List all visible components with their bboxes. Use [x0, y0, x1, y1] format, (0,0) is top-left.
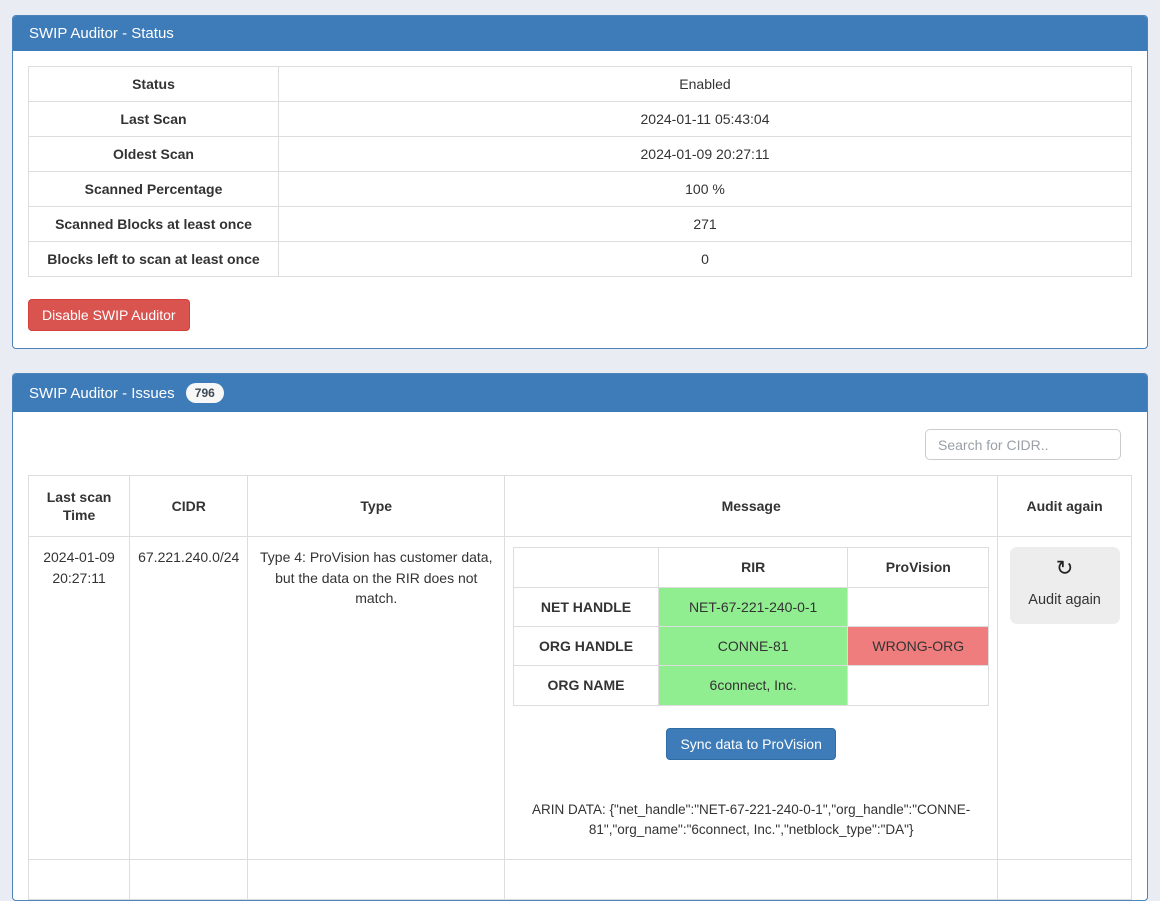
issues-count-badge: 796 [185, 383, 224, 403]
status-row-label: Scanned Blocks at least once [28, 206, 279, 242]
swip-issues-panel: SWIP Auditor - Issues 796 Last scan Time… [12, 373, 1148, 901]
status-row-label: Blocks left to scan at least once [28, 241, 279, 277]
status-row-label: Scanned Percentage [28, 171, 279, 207]
compare-row-org-name: ORG NAME 6connect, Inc. [513, 665, 990, 706]
sync-button-wrap: Sync data to ProVision [513, 727, 989, 760]
compare-provision-value [847, 665, 990, 706]
table-row: Blocks left to scan at least once 0 [28, 241, 1132, 277]
issues-header-row: Last scan Time CIDR Type Message Audit a… [27, 474, 1132, 538]
issue-row: 2024-01-09 20:27:11 67.221.240.0/24 Type… [27, 536, 1132, 861]
swip-status-panel: SWIP Auditor - Status Status Enabled Las… [12, 15, 1148, 349]
status-table: Status Enabled Last Scan 2024-01-11 05:4… [28, 66, 1132, 277]
status-row-value: 2024-01-09 20:27:11 [278, 136, 1132, 172]
issue-type: Type 4: ProVision has customer data, but… [247, 536, 506, 861]
issues-panel-heading: SWIP Auditor - Issues 796 [13, 374, 1147, 412]
status-row-value: 2024-01-11 05:43:04 [278, 101, 1132, 137]
disable-swip-auditor-button[interactable]: Disable SWIP Auditor [28, 299, 190, 331]
status-row-label: Status [28, 66, 279, 102]
sync-data-to-provision-button[interactable]: Sync data to ProVision [666, 727, 836, 760]
issue-audit-cell: ↻ Audit again [997, 536, 1132, 861]
compare-row-org-handle: ORG HANDLE CONNE-81 WRONG-ORG [513, 625, 990, 667]
compare-provision-value [847, 586, 990, 627]
compare-col-rir: RIR [657, 547, 849, 588]
status-panel-body: Status Enabled Last Scan 2024-01-11 05:4… [13, 51, 1147, 348]
compare-empty-corner [513, 547, 659, 588]
col-header-message: Message [504, 474, 999, 538]
table-row: Scanned Percentage 100 % [28, 171, 1132, 207]
compare-rir-value: CONNE-81 [657, 625, 849, 667]
table-row: Last Scan 2024-01-11 05:43:04 [28, 101, 1132, 137]
status-panel-title: SWIP Auditor - Status [13, 16, 1147, 51]
arin-data-text: ARIN DATA: {"net_handle":"NET-67-221-240… [532, 801, 971, 838]
rir-provision-compare-table: RIR ProVision NET HANDLE NET-67-221-240-… [513, 547, 990, 706]
search-bar [28, 412, 1132, 460]
issues-panel-body: Last scan Time CIDR Type Message Audit a… [13, 412, 1147, 901]
col-header-last-scan-time: Last scan Time [27, 474, 131, 538]
compare-row-label: NET HANDLE [513, 586, 659, 627]
refresh-icon: ↻ [1055, 557, 1074, 581]
col-header-audit-again: Audit again [997, 474, 1132, 538]
compare-rir-value: NET-67-221-240-0-1 [657, 586, 849, 627]
audit-again-label: Audit again [1028, 592, 1101, 609]
table-row: Scanned Blocks at least once 271 [28, 206, 1132, 242]
issue-last-scan-time: 2024-01-09 20:27:11 [27, 536, 131, 861]
search-input[interactable] [925, 429, 1121, 460]
compare-provision-value: WRONG-ORG [847, 625, 990, 667]
compare-row-label: ORG NAME [513, 665, 659, 706]
status-row-value: 100 % [278, 171, 1132, 207]
compare-header-row: RIR ProVision [513, 547, 990, 588]
status-row-value: Enabled [278, 66, 1132, 102]
issue-message-cell: RIR ProVision NET HANDLE NET-67-221-240-… [504, 536, 999, 861]
compare-col-provision: ProVision [847, 547, 990, 588]
status-row-value: 271 [278, 206, 1132, 242]
col-header-cidr: CIDR [129, 474, 249, 538]
status-row-label: Oldest Scan [28, 136, 279, 172]
issues-panel-title: SWIP Auditor - Issues [29, 385, 175, 402]
status-row-label: Last Scan [28, 101, 279, 137]
compare-row-label: ORG HANDLE [513, 625, 659, 667]
table-row: Oldest Scan 2024-01-09 20:27:11 [28, 136, 1132, 172]
issue-row-partial [27, 859, 1132, 901]
compare-row-net-handle: NET HANDLE NET-67-221-240-0-1 [513, 586, 990, 627]
status-row-value: 0 [278, 241, 1132, 277]
issue-cidr: 67.221.240.0/24 [129, 536, 249, 861]
audit-again-button[interactable]: ↻ Audit again [1009, 547, 1120, 625]
col-header-type: Type [247, 474, 506, 538]
compare-rir-value: 6connect, Inc. [657, 665, 849, 706]
issues-table: Last scan Time CIDR Type Message Audit a… [27, 474, 1132, 901]
table-row: Status Enabled [28, 66, 1132, 102]
